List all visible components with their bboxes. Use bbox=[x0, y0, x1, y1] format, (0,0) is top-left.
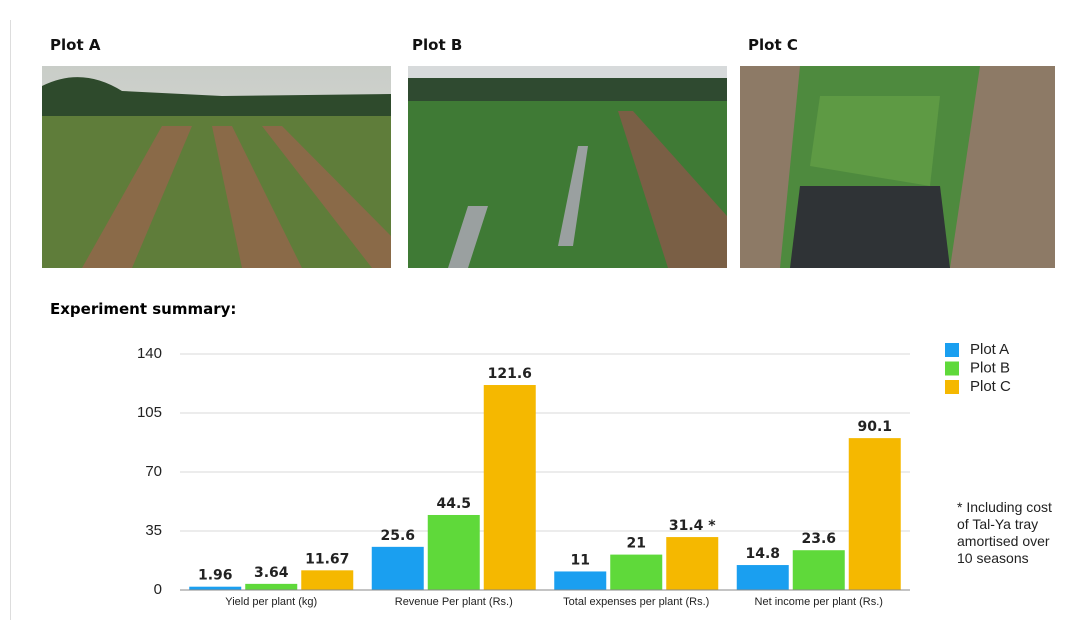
y-tick-label: 35 bbox=[145, 522, 162, 539]
plot-label: Plot B bbox=[412, 36, 463, 54]
value-label: 121.6 bbox=[488, 366, 532, 382]
y-tick-label: 140 bbox=[137, 345, 162, 362]
value-label: 31.4 * bbox=[669, 518, 716, 534]
photo bbox=[42, 66, 391, 268]
annotation: * Including cost of Tal-Ya tray amortise… bbox=[957, 499, 1052, 566]
edge-line bbox=[10, 20, 11, 620]
x-tick-label: Total expenses per plant (Rs.) bbox=[563, 596, 709, 608]
value-label: 14.8 bbox=[745, 546, 780, 562]
y-tick-label: 105 bbox=[137, 404, 162, 421]
bar bbox=[483, 385, 536, 590]
bar bbox=[189, 586, 242, 590]
x-tick-label: Net income per plant (Rs.) bbox=[755, 596, 883, 608]
legend-label: Plot A bbox=[970, 341, 1009, 358]
bar bbox=[301, 570, 354, 590]
legend-label: Plot B bbox=[970, 359, 1010, 376]
value-label: 21 bbox=[627, 536, 646, 552]
y-tick-label: 70 bbox=[145, 463, 162, 480]
photo bbox=[740, 66, 1055, 268]
y-tick-label: 0 bbox=[154, 581, 162, 598]
bar bbox=[848, 438, 901, 590]
value-label: 44.5 bbox=[436, 496, 471, 512]
legend-swatch bbox=[945, 380, 959, 394]
value-label: 1.96 bbox=[198, 568, 233, 584]
value-label: 23.6 bbox=[801, 531, 836, 547]
value-label: 11 bbox=[571, 552, 590, 568]
legend-swatch bbox=[945, 343, 959, 357]
value-label: 90.1 bbox=[857, 419, 892, 435]
x-tick-label: Revenue Per plant (Rs.) bbox=[395, 596, 513, 608]
bar bbox=[792, 550, 845, 590]
plot-label: Plot C bbox=[748, 36, 798, 54]
bar bbox=[610, 554, 663, 590]
legend-swatch bbox=[945, 361, 959, 376]
value-label: 11.67 bbox=[305, 551, 349, 567]
bar bbox=[554, 571, 607, 590]
bar bbox=[666, 537, 719, 590]
bar bbox=[736, 565, 789, 590]
value-label: 25.6 bbox=[380, 528, 415, 544]
photo bbox=[408, 66, 727, 268]
plot-label: Plot A bbox=[50, 36, 101, 54]
x-tick-label: Yield per plant (kg) bbox=[225, 596, 317, 608]
bar bbox=[427, 514, 480, 590]
legend-label: Plot C bbox=[970, 378, 1011, 395]
value-label: 3.64 bbox=[254, 565, 289, 581]
bar bbox=[245, 583, 298, 590]
bar bbox=[371, 546, 424, 590]
section-title: Experiment summary: bbox=[50, 300, 237, 318]
